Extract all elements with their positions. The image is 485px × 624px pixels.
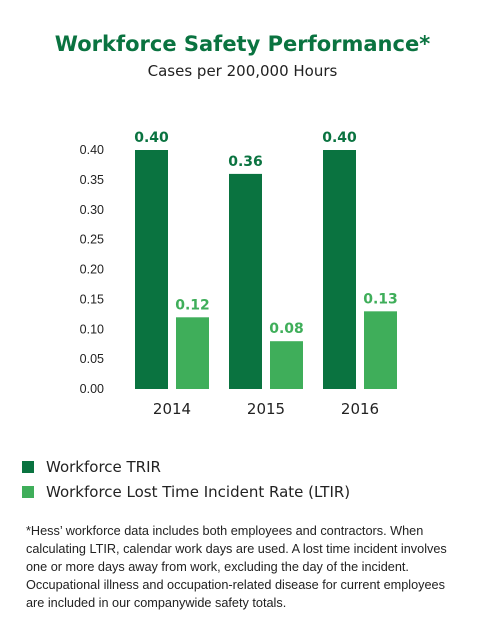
y-tick-label: 0.05 [80,352,104,366]
legend-label-ltir: Workforce Lost Time Incident Rate (LTIR) [46,483,351,501]
y-tick-label: 0.40 [80,143,104,157]
x-tick-label: 2016 [341,400,379,418]
bar-ltir-2015 [270,341,303,389]
y-tick-label: 0.15 [80,292,104,306]
bar-ltir-2016 [364,311,397,389]
bar-ltir-2014 [176,317,209,389]
legend-label-trir: Workforce TRIR [46,458,161,476]
y-tick-label: 0.20 [80,263,104,277]
x-tick-label: 2014 [153,400,191,418]
legend-item-ltir: Workforce Lost Time Incident Rate (LTIR) [22,483,350,501]
y-tick-label: 0.10 [80,322,104,336]
data-label-trir-2016: 0.40 [322,130,357,146]
chart-title: Workforce Safety Performance* [54,32,431,56]
data-label-ltir-2014: 0.12 [175,297,210,313]
chart-subtitle: Cases per 200,000 Hours [147,62,338,80]
data-label-trir-2015: 0.36 [228,154,263,170]
data-label-ltir-2016: 0.13 [363,291,398,307]
bar-trir-2016 [323,150,356,389]
data-label-ltir-2015: 0.08 [269,321,304,337]
y-tick-label: 0.25 [80,233,104,247]
data-label-trir-2014: 0.40 [134,130,169,146]
legend-item-trir: Workforce TRIR [22,458,161,476]
y-tick-label: 0.30 [80,203,104,217]
legend-swatch-trir [22,460,34,473]
y-tick-label: 0.35 [80,173,104,187]
bar-trir-2014 [135,150,168,389]
bar-trir-2015 [229,173,262,389]
legend-swatch-ltir [22,485,34,498]
footnote: *Hess’ workforce data includes both empl… [26,524,447,610]
y-tick-label: 0.00 [80,382,104,396]
bar-chart: 0.00 0.05 0.10 0.15 0.20 0.25 0.30 0.35 0.40 0.40… [80,130,398,418]
x-tick-label: 2015 [247,400,285,418]
